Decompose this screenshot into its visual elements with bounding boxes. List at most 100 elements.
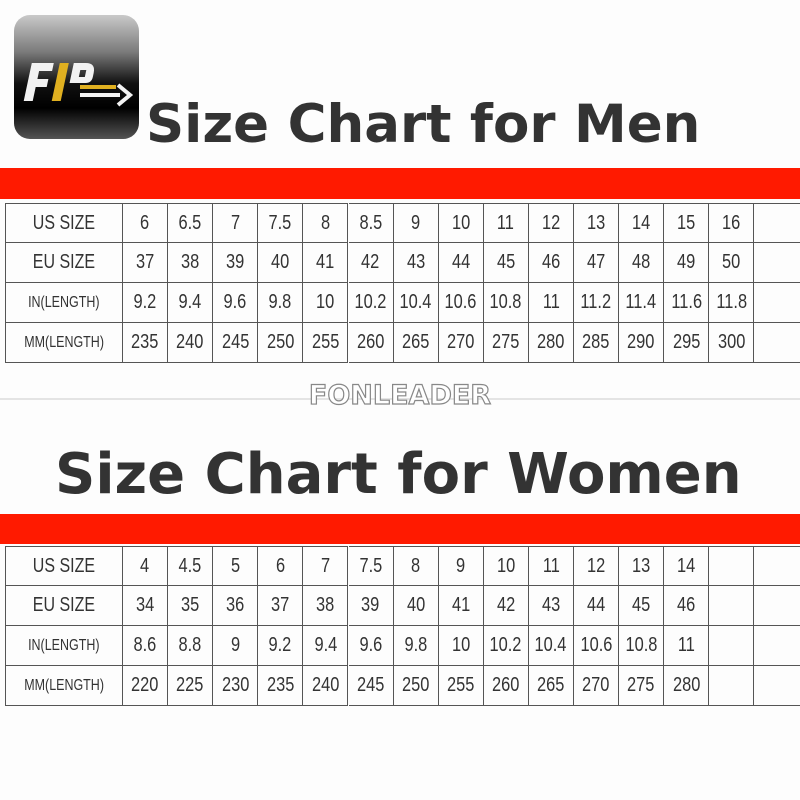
size-cell: 270 bbox=[574, 666, 620, 706]
size-cell-text: 265 bbox=[401, 331, 430, 353]
size-cell-text: 13 bbox=[632, 554, 651, 577]
size-cell: 48 bbox=[619, 243, 665, 283]
size-cell: 9 bbox=[393, 203, 439, 243]
size-cell-text: 285 bbox=[582, 331, 610, 353]
size-cell: 255 bbox=[438, 666, 484, 706]
size-cell: 8 bbox=[303, 203, 349, 243]
size-cell: 220 bbox=[123, 666, 169, 706]
size-cell-text: 270 bbox=[582, 674, 610, 696]
row-label-text: MM(LENGTH) bbox=[24, 333, 104, 351]
size-cell: 16 bbox=[709, 203, 755, 243]
size-cell: 255 bbox=[303, 323, 349, 363]
size-cell-text: 41 bbox=[451, 594, 470, 616]
empty-cell bbox=[709, 586, 755, 626]
size-cell: 11 bbox=[528, 283, 574, 323]
size-cell: 10.2 bbox=[483, 626, 529, 666]
size-cell: 265 bbox=[393, 323, 439, 363]
size-cell-text: 4 bbox=[140, 554, 150, 577]
size-cell-text: 43 bbox=[406, 251, 425, 273]
men-chart-title: Size Chart for Men bbox=[146, 94, 701, 155]
size-cell-text: 9.8 bbox=[268, 291, 292, 313]
size-cell-text: 39 bbox=[226, 251, 245, 273]
size-cell-text: 275 bbox=[627, 674, 655, 696]
size-cell-text: 250 bbox=[266, 331, 295, 353]
size-cell: 40 bbox=[393, 586, 439, 626]
size-cell-text: 11.4 bbox=[625, 291, 657, 313]
size-cell-text: 8 bbox=[411, 554, 421, 577]
size-cell: 275 bbox=[619, 666, 665, 706]
row-label: MM(LENGTH) bbox=[5, 323, 123, 363]
size-cell-text: 265 bbox=[537, 674, 565, 696]
size-cell: 4 bbox=[123, 546, 169, 586]
size-cell: 280 bbox=[528, 323, 574, 363]
size-cell: 6 bbox=[258, 546, 304, 586]
size-cell-text: 11 bbox=[677, 634, 695, 656]
men-red-band bbox=[0, 168, 800, 199]
size-cell: 42 bbox=[483, 586, 529, 626]
empty-cell bbox=[754, 283, 800, 323]
size-cell-text: 49 bbox=[677, 251, 696, 273]
size-cell: 9.8 bbox=[258, 283, 304, 323]
size-cell-text: 43 bbox=[541, 594, 561, 616]
size-cell: 43 bbox=[528, 586, 574, 626]
empty-cell bbox=[709, 626, 755, 666]
size-cell: 285 bbox=[574, 323, 620, 363]
size-cell-text: 41 bbox=[316, 251, 335, 273]
size-cell: 240 bbox=[168, 323, 214, 363]
size-cell: 12 bbox=[528, 203, 574, 243]
size-cell-text: 8.5 bbox=[359, 211, 382, 234]
size-cell-text: 42 bbox=[496, 594, 515, 616]
size-cell-text: 10.2 bbox=[489, 634, 522, 656]
size-cell: 295 bbox=[664, 323, 710, 363]
size-cell-text: 10.8 bbox=[625, 634, 658, 656]
size-cell-text: 37 bbox=[271, 594, 290, 616]
size-cell: 7.5 bbox=[258, 203, 304, 243]
size-cell-text: 6.5 bbox=[178, 211, 202, 234]
size-cell: 260 bbox=[348, 323, 394, 363]
size-cell-text: 44 bbox=[451, 251, 470, 273]
size-cell: 43 bbox=[393, 243, 439, 283]
size-cell-text: 8 bbox=[320, 211, 330, 234]
row-label: IN(LENGTH) bbox=[5, 626, 123, 666]
size-cell-text: 10.8 bbox=[489, 291, 522, 313]
size-cell-text: 7.5 bbox=[359, 554, 382, 577]
size-cell: 11 bbox=[664, 626, 710, 666]
size-cell-text: 10 bbox=[451, 634, 470, 656]
size-cell: 36 bbox=[213, 586, 259, 626]
size-cell: 46 bbox=[528, 243, 574, 283]
size-cell-text: 230 bbox=[221, 674, 249, 696]
size-cell-text: 235 bbox=[266, 674, 295, 696]
size-cell-text: 9.2 bbox=[268, 634, 292, 656]
size-cell: 235 bbox=[258, 666, 304, 706]
size-cell-text: 9.4 bbox=[178, 291, 202, 313]
size-cell-text: 11 bbox=[497, 211, 515, 234]
size-cell-text: 245 bbox=[221, 331, 249, 353]
size-cell-text: 11.8 bbox=[715, 291, 747, 313]
size-cell-text: 38 bbox=[316, 594, 335, 616]
size-cell: 49 bbox=[664, 243, 710, 283]
size-cell-text: 295 bbox=[672, 331, 700, 353]
empty-cell bbox=[754, 243, 800, 283]
size-cell: 290 bbox=[619, 323, 665, 363]
size-cell-text: 255 bbox=[447, 674, 475, 696]
row-label: IN(LENGTH) bbox=[5, 283, 123, 323]
size-cell: 45 bbox=[483, 243, 529, 283]
size-cell: 10.4 bbox=[393, 283, 439, 323]
size-cell-text: 10.6 bbox=[580, 634, 613, 656]
size-cell-text: 10.6 bbox=[444, 291, 477, 313]
size-cell: 245 bbox=[348, 666, 394, 706]
size-cell-text: 44 bbox=[586, 594, 606, 616]
size-cell-text: 225 bbox=[176, 674, 204, 696]
empty-cell bbox=[709, 546, 755, 586]
size-cell: 11.2 bbox=[574, 283, 620, 323]
size-cell: 50 bbox=[709, 243, 755, 283]
size-cell-text: 9.4 bbox=[314, 634, 337, 656]
row-label-text: US SIZE bbox=[32, 554, 96, 577]
size-cell: 14 bbox=[619, 203, 665, 243]
size-cell-text: 290 bbox=[627, 331, 655, 353]
size-cell-text: 9.6 bbox=[223, 291, 247, 313]
size-cell-text: 260 bbox=[492, 674, 520, 696]
size-cell-text: 16 bbox=[722, 211, 741, 234]
size-cell: 245 bbox=[213, 323, 259, 363]
size-cell: 13 bbox=[574, 203, 620, 243]
